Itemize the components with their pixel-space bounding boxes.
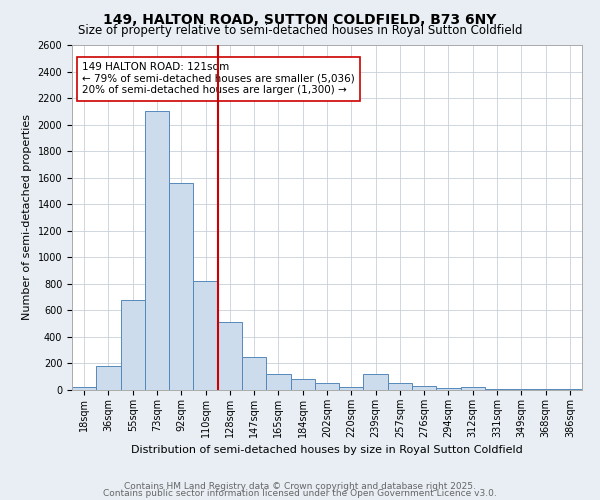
Text: Contains HM Land Registry data © Crown copyright and database right 2025.: Contains HM Land Registry data © Crown c… (124, 482, 476, 491)
Bar (145, 112, 169, 390)
Bar (436, 388, 461, 390)
Bar (461, 388, 485, 390)
Bar (193, 281, 218, 390)
Bar (121, 300, 145, 390)
Text: Size of property relative to semi-detached houses in Royal Sutton Coldfield: Size of property relative to semi-detach… (78, 24, 522, 37)
Bar (290, 380, 315, 390)
Text: 149 HALTON ROAD: 121sqm
← 79% of semi-detached houses are smaller (5,036)
20% of: 149 HALTON ROAD: 121sqm ← 79% of semi-de… (82, 62, 355, 96)
Bar (412, 386, 436, 390)
Y-axis label: Number of semi-detached properties: Number of semi-detached properties (22, 114, 32, 320)
Bar (169, 183, 193, 390)
Bar (388, 384, 412, 390)
Bar (339, 388, 364, 390)
Bar (364, 374, 388, 390)
Bar (266, 374, 290, 390)
Bar (218, 322, 242, 390)
Text: Contains public sector information licensed under the Open Government Licence v3: Contains public sector information licen… (103, 489, 497, 498)
X-axis label: Distribution of semi-detached houses by size in Royal Sutton Coldfield: Distribution of semi-detached houses by … (131, 446, 523, 456)
Bar (96, 366, 121, 390)
Bar (315, 384, 339, 390)
Text: 149, HALTON ROAD, SUTTON COLDFIELD, B73 6NY: 149, HALTON ROAD, SUTTON COLDFIELD, B73 … (103, 12, 497, 26)
Bar (242, 357, 266, 390)
Bar (72, 388, 96, 390)
